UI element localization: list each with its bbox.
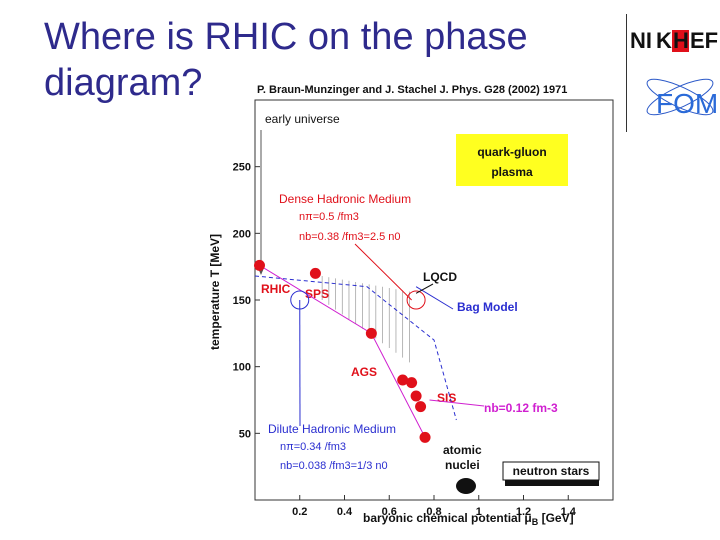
nikhef-logo-k: K: [656, 28, 672, 53]
freezeout-point: [397, 374, 409, 386]
x-tick-label: 0.8: [426, 506, 441, 518]
label-rhic: RHIC: [261, 282, 291, 296]
y-tick-label: 200: [233, 228, 251, 240]
phase-diagram-figure: P. Braun-Munzinger and J. Stachel J. Phy…: [205, 76, 617, 536]
nikhef-logo-red-block: [672, 30, 689, 52]
y-tick-label: 150: [233, 295, 251, 307]
label-atomic-line1: atomic: [443, 443, 482, 457]
bag-model-curve: [254, 275, 457, 421]
y-tick-label: 250: [233, 162, 251, 174]
y-tick-label: 50: [239, 428, 251, 440]
x-axis-label: baryonic chemical potential μB [GeV]: [363, 511, 574, 527]
slide-title-line1: Where is RHIC on the phase: [44, 16, 528, 58]
x-tick-label: 0.4: [337, 506, 353, 518]
fom-orbit-1: [646, 78, 714, 116]
label-dense-title: Dense Hadronic Medium: [279, 192, 411, 206]
x-tick-label: 1: [476, 506, 482, 518]
label-ags: AGS: [351, 365, 377, 379]
x-tick-label: 0.6: [382, 506, 397, 518]
label-qgp-line1: quark-gluon: [477, 145, 546, 159]
logo-divider: [626, 14, 627, 132]
x-tick-label: 0.2: [292, 506, 307, 518]
nikhef-logo-ni: NI: [630, 28, 652, 53]
label-dilute-title: Dilute Hadronic Medium: [268, 422, 396, 436]
x-axis-label-prefix: baryonic chemical potential: [363, 511, 524, 525]
fom-logo-text: FOM: [656, 88, 718, 119]
freezeout-point: [406, 377, 418, 389]
lqcd-circle: [406, 290, 426, 310]
fom-logo: FOM: [628, 75, 720, 125]
phase-diagram-svg: P. Braun-Munzinger and J. Stachel J. Phy…: [208, 84, 614, 527]
atomic-nuclei-marker: [456, 478, 476, 494]
nikhef-logo: NI K H EF: [628, 20, 720, 60]
freezeout-point: [415, 401, 427, 413]
x-axis-label-mu: μ: [524, 511, 531, 525]
freezeout-point: [253, 259, 265, 271]
slide-title: Where is RHIC on the phase diagram?: [44, 14, 604, 106]
dense-medium-pointer: [354, 243, 412, 301]
freezeout-point: [365, 327, 377, 339]
nikhef-logo-ef: EF: [690, 28, 718, 53]
fom-orbit-2: [646, 78, 714, 116]
label-qgp-line2: plasma: [491, 165, 533, 179]
y-axis-label: temperature T [MeV]: [208, 234, 222, 350]
nb-pointer: [429, 399, 485, 407]
x-axis-label-sub: B: [532, 517, 539, 527]
label-dilute-n-pi: nπ=0.34 /fm3: [280, 441, 346, 453]
label-nb-line: nb=0.12 fm-3: [484, 401, 558, 415]
x-tick-label: 1.4: [561, 506, 577, 518]
label-dilute-n-b: nb=0.038 /fm3=1/3 n0: [280, 460, 388, 472]
dilute-circle: [290, 290, 310, 310]
citation-text: P. Braun-Munzinger and J. Stachel J. Phy…: [257, 84, 567, 96]
neutron-stars-bar: [505, 480, 599, 486]
slide-title-line2: diagram?: [44, 62, 203, 104]
label-early-universe: early universe: [265, 112, 340, 126]
label-sps: SPS: [305, 287, 329, 301]
label-bag-model: Bag Model: [457, 300, 518, 314]
qgp-box: [456, 134, 568, 186]
x-axis-label-unit: [GeV]: [538, 511, 573, 525]
label-lqcd: LQCD: [423, 270, 457, 284]
freezeout-point: [410, 390, 422, 402]
freezeout-point: [309, 267, 321, 279]
label-neutron-stars: neutron stars: [513, 464, 590, 478]
y-tick-label: 100: [233, 362, 251, 374]
nikhef-logo-h: H: [673, 28, 689, 53]
lqcd-pointer: [415, 283, 434, 294]
freezeout-point: [419, 431, 431, 443]
label-dense-n-pi: nπ=0.5 /fm3: [299, 211, 359, 223]
x-tick-label: 1.2: [516, 506, 531, 518]
chart-dynamic-layer: 0.2 0.4 0.6 0.8 1 1.2 1.4 50 100 150 200 250: [233, 162, 577, 518]
label-dense-n-b: nb=0.38 /fm3=2.5 n0: [299, 231, 401, 243]
label-atomic-line2: nuclei: [445, 458, 480, 472]
